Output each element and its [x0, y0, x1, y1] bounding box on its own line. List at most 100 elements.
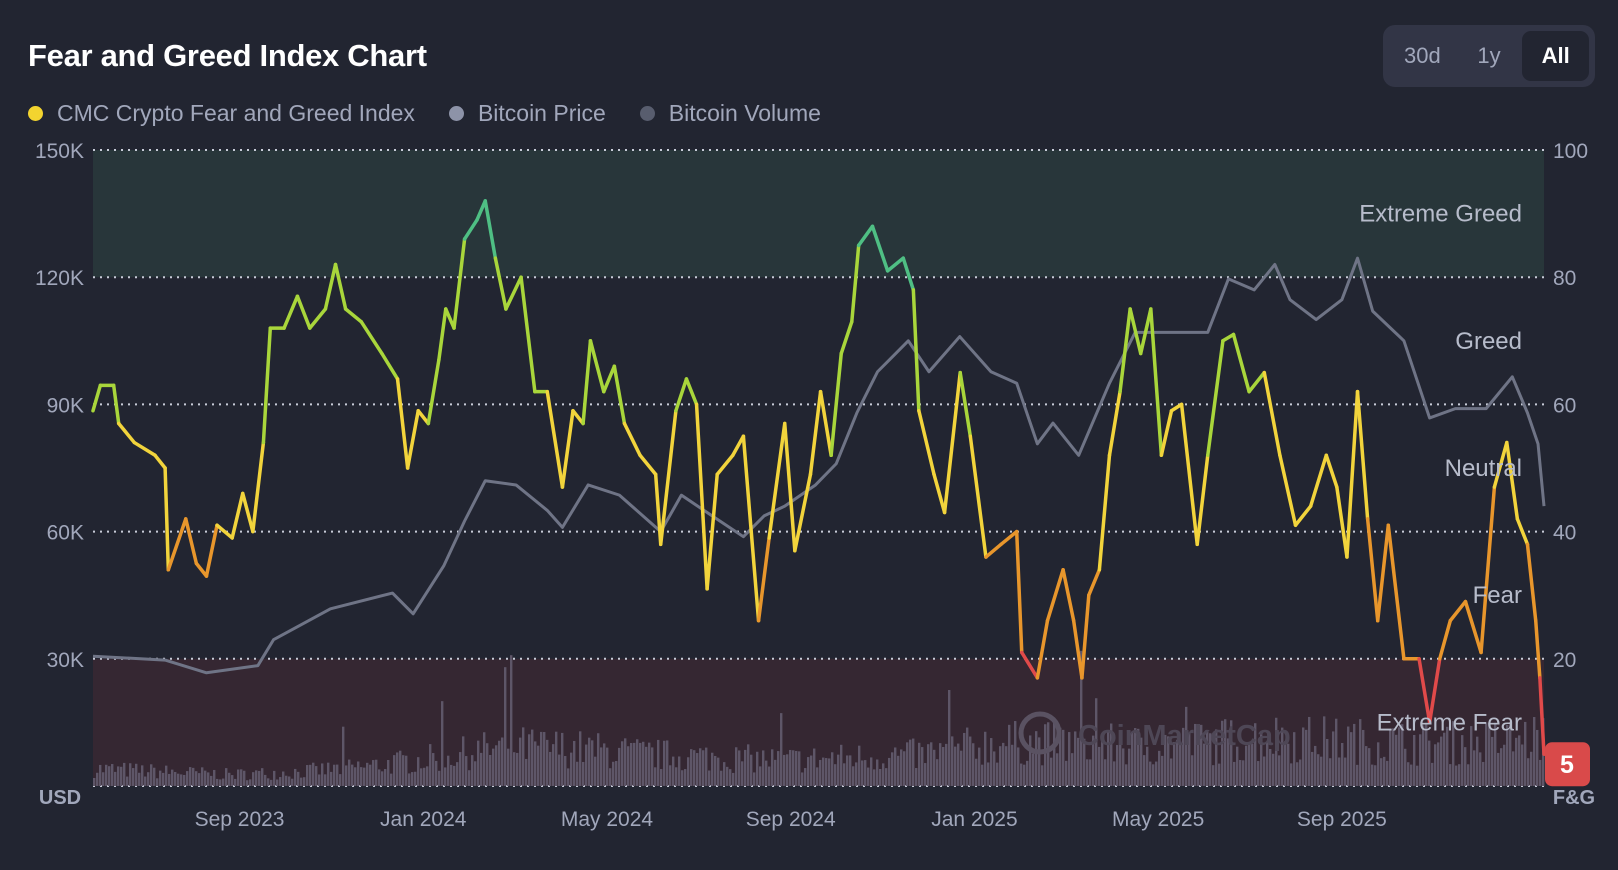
fear-greed-segment: [1437, 618, 1453, 661]
volume-bar: [1308, 716, 1311, 786]
volume-bar: [417, 757, 420, 786]
volume-bar: [1401, 724, 1404, 786]
volume-bar: [1185, 706, 1188, 786]
volume-bar: [906, 742, 909, 786]
range-button-30d[interactable]: 30d: [1403, 43, 1441, 68]
volume-bar: [93, 777, 96, 786]
volume-bar: [1311, 751, 1314, 786]
volume-bar: [1371, 764, 1374, 786]
range-button-all[interactable]: All: [1522, 31, 1590, 81]
fear-greed-segment: [1427, 657, 1442, 725]
volume-bar: [1161, 755, 1164, 786]
volume-bar: [378, 769, 381, 786]
fear-greed-segment: [1080, 593, 1091, 680]
volume-bar: [1266, 742, 1269, 786]
volume-bar: [375, 759, 378, 786]
fear-greed-segment: [602, 364, 617, 394]
legend-item-bitcoin-price[interactable]: Bitcoin Price: [448, 100, 606, 127]
volume-bar: [786, 754, 789, 786]
volume-bar: [1365, 746, 1368, 786]
volume-bar: [543, 732, 546, 786]
volume-bar: [1452, 721, 1455, 786]
volume-bar: [213, 769, 216, 786]
volume-bar: [582, 761, 585, 786]
x-axis-tick: Sep 2024: [746, 808, 836, 831]
volume-bar: [387, 759, 390, 786]
volume-bar: [393, 755, 396, 786]
volume-bar: [276, 779, 279, 786]
volume-bar: [765, 760, 768, 786]
volume-bar: [1146, 746, 1149, 786]
volume-bar: [102, 772, 105, 786]
volume-bar: [1017, 747, 1020, 786]
volume-bar: [1158, 750, 1161, 786]
current-value-badge: [1545, 742, 1590, 787]
volume-bar: [1182, 727, 1185, 786]
volume-bar: [405, 755, 408, 786]
volume-bar: [585, 744, 588, 786]
volume-bar: [402, 755, 405, 786]
volume-bar: [1410, 764, 1413, 786]
fear-greed-segment: [204, 523, 219, 578]
volume-bar: [900, 749, 903, 786]
volume-bar: [438, 770, 441, 786]
volume-bar: [1176, 739, 1179, 786]
volume-bar: [1404, 748, 1407, 786]
volume-bar: [759, 766, 762, 786]
volume-bar: [120, 766, 123, 786]
range-button-1y[interactable]: 1y: [1477, 43, 1501, 68]
volume-bar: [762, 750, 765, 786]
volume-bar: [747, 744, 750, 786]
fear-greed-segment: [1492, 440, 1509, 489]
volume-bar: [195, 771, 198, 786]
volume-bar: [231, 775, 234, 786]
volume-bar: [891, 752, 894, 786]
volume-bar: [510, 655, 513, 786]
left-axis-label: USD: [39, 787, 81, 809]
left-axis-tick: 60K: [47, 522, 84, 545]
volume-bar: [1320, 756, 1323, 786]
volume-bar: [1506, 724, 1509, 786]
volume-bar: [1440, 736, 1443, 786]
volume-bar: [1086, 759, 1089, 786]
dark-gray-dot-icon: [639, 106, 655, 121]
volume-bar: [870, 757, 873, 786]
volume-bar: [1347, 726, 1350, 786]
legend-item-fear-greed[interactable]: CMC Crypto Fear and Greed Index: [28, 100, 415, 127]
volume-bar: [1509, 721, 1512, 786]
volume-bar: [840, 744, 843, 786]
fear-greed-segment: [1071, 618, 1084, 680]
volume-bar: [1329, 758, 1332, 786]
fear-greed-segment: [1386, 523, 1406, 661]
volume-bar: [894, 747, 897, 786]
volume-bar: [1521, 744, 1524, 786]
volume-bar: [576, 761, 579, 786]
volume-bar: [1422, 725, 1425, 786]
volume-bar: [726, 766, 729, 786]
volume-bar: [1131, 731, 1134, 786]
volume-bar: [1011, 744, 1014, 786]
volume-bar: [1053, 720, 1056, 786]
volume-bar: [267, 778, 270, 786]
volume-bar: [627, 746, 630, 786]
volume-bar: [1173, 742, 1176, 786]
volume-bar: [1134, 728, 1137, 786]
volume-bar: [216, 778, 219, 786]
fear-greed-segment: [612, 364, 627, 426]
volume-bar: [354, 767, 357, 786]
fear-greed-segment: [323, 262, 338, 311]
volume-bar: [162, 772, 165, 786]
volume-bar: [489, 755, 492, 786]
volume-bar: [807, 757, 810, 786]
legend-item-bitcoin-volume[interactable]: Bitcoin Volume: [639, 100, 821, 127]
volume-bar: [369, 764, 372, 786]
volume-bar: [864, 760, 867, 786]
fear-greed-segment: [1525, 542, 1538, 623]
volume-bar: [477, 740, 480, 786]
fear-greed-segment: [1375, 523, 1391, 623]
fear-greed-segment: [1365, 517, 1380, 623]
volume-bar: [468, 770, 471, 786]
volume-bar: [1008, 724, 1011, 786]
volume-bar: [1071, 753, 1074, 786]
